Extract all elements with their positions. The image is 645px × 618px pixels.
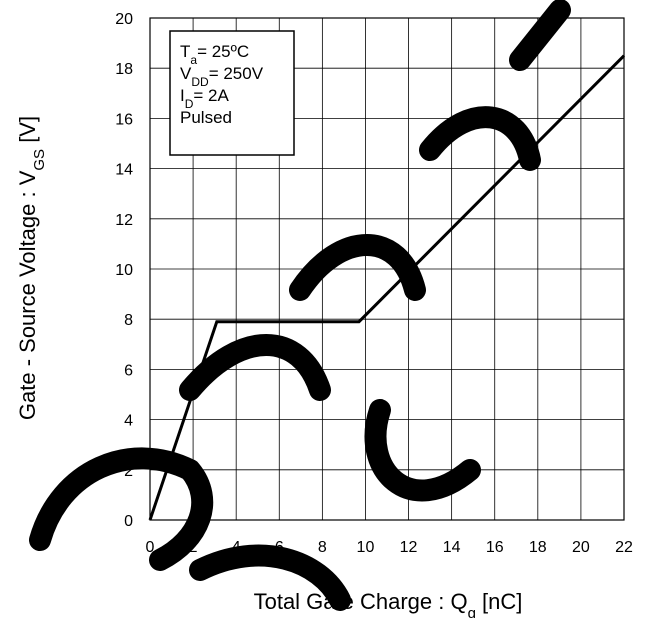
y-tick-label: 6: [124, 362, 133, 379]
condition-line: ID= 2A: [180, 86, 230, 111]
x-tick-label: 12: [400, 539, 418, 556]
x-tick-label: 18: [529, 539, 547, 556]
y-tick-label: 20: [115, 11, 133, 28]
x-tick-label: 22: [615, 539, 633, 556]
gate-charge-curve: [148, 54, 626, 521]
x-tick-label: 2: [189, 539, 198, 556]
x-tick-label: 10: [357, 539, 375, 556]
x-tick-label: 16: [486, 539, 504, 556]
y-tick-label: 4: [124, 413, 133, 430]
condition-line: Ta= 25ºC: [180, 42, 249, 67]
y-tick-label: 10: [115, 262, 133, 279]
y-tick-label: 16: [115, 111, 133, 128]
y-tick-label: 18: [115, 61, 133, 78]
condition-line: VDD= 250V: [180, 64, 264, 89]
y-tick-label: 8: [124, 312, 133, 329]
x-tick-label: 4: [232, 539, 241, 556]
condition-line: Pulsed: [180, 108, 232, 127]
conditions-box-frame: [169, 30, 295, 156]
plot-frame: [149, 17, 625, 521]
y-tick-label: 12: [115, 212, 133, 229]
x-tick-label: 14: [443, 539, 461, 556]
y-tick-label: 0: [124, 513, 133, 530]
x-tick-label: 20: [572, 539, 590, 556]
x-axis-title: Total Gate Charge : Qg [nC]: [254, 589, 523, 618]
x-tick-label: 8: [318, 539, 327, 556]
y-tick-label: 2: [124, 463, 133, 480]
x-tick-label: 0: [146, 539, 155, 556]
watermark: [29, 0, 571, 611]
x-tick-label: 6: [275, 539, 284, 556]
y-axis-title: Gate - Source Voltage : VGS [V]: [15, 116, 48, 420]
y-tick-label: 14: [115, 162, 133, 179]
